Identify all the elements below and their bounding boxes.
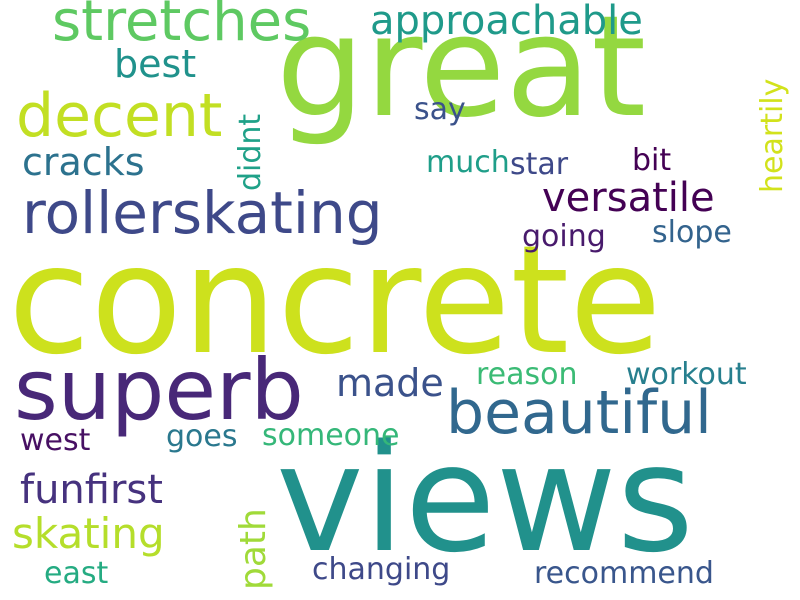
word-beautiful: beautiful xyxy=(446,378,712,448)
word-skating: skating xyxy=(12,509,165,558)
word-views: views xyxy=(276,413,694,585)
word-recommend: recommend xyxy=(534,556,714,591)
word-heartily: heartily xyxy=(755,78,790,193)
word-slope: slope xyxy=(652,215,732,250)
word-best: best xyxy=(114,42,197,86)
word-didnt: didnt xyxy=(233,113,268,191)
word-versatile: versatile xyxy=(542,175,715,221)
word-say: say xyxy=(414,92,466,127)
word-much: much xyxy=(426,145,510,180)
word-someone: someone xyxy=(262,418,400,453)
word-superb: superb xyxy=(14,341,304,439)
word-going: going xyxy=(522,219,606,254)
word-workout: workout xyxy=(626,357,747,392)
word-made: made xyxy=(336,361,444,405)
word-approachable: approachable xyxy=(370,0,643,44)
word-cracks: cracks xyxy=(22,140,145,184)
word-bit: bit xyxy=(632,143,672,178)
word-concrete: concrete xyxy=(8,214,662,388)
word-star: star xyxy=(510,147,569,182)
word-reason: reason xyxy=(476,357,578,392)
word-stretches: stretches xyxy=(52,0,312,54)
word-changing: changing xyxy=(312,552,451,587)
word-decent: decent xyxy=(16,81,223,151)
word-great: great xyxy=(276,0,647,149)
word-goes: goes xyxy=(166,419,238,454)
word-west: west xyxy=(20,423,91,458)
word-rollerskating: rollerskating xyxy=(22,179,383,247)
word-funfirst: funfirst xyxy=(20,467,163,513)
word-east: east xyxy=(44,556,109,591)
word-path: path xyxy=(233,508,274,590)
